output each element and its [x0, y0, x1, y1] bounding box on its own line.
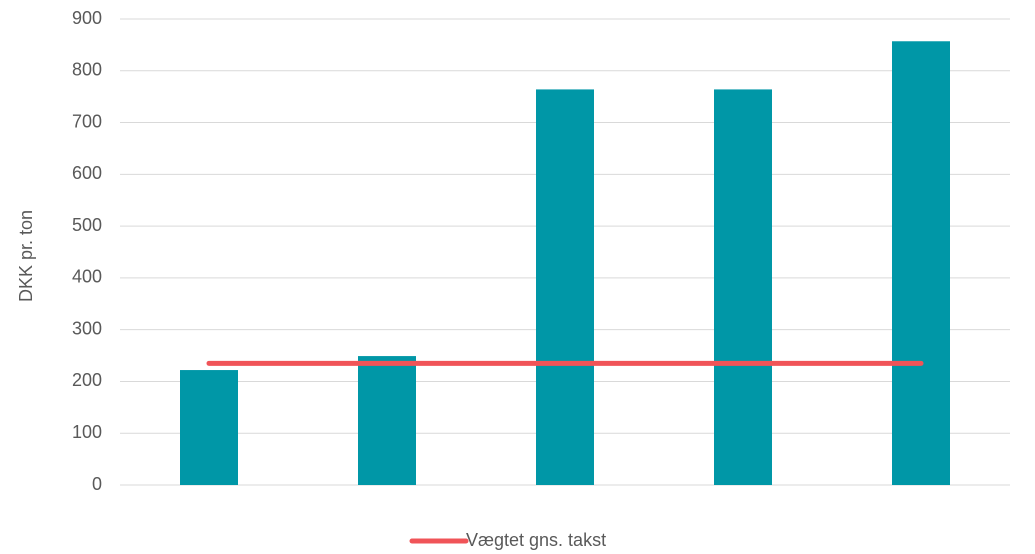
y-tick-labels: 0 100 200 300 400 500 600 700 800 900 [72, 8, 102, 494]
bar [180, 370, 238, 485]
y-tick-label: 400 [72, 267, 102, 287]
bar [892, 41, 950, 486]
bars [180, 41, 950, 486]
y-tick-label: 900 [72, 8, 102, 28]
legend: Vægtet gns. takst [409, 530, 606, 550]
bar [358, 356, 416, 485]
y-tick-label: 300 [72, 318, 102, 338]
y-tick-label: 500 [72, 215, 102, 235]
y-tick-label: 700 [72, 111, 102, 131]
y-tick-label: 0 [92, 474, 102, 494]
y-tick-label: 600 [72, 163, 102, 183]
bar [714, 89, 772, 485]
y-axis-title: DKK pr. ton [16, 210, 36, 302]
y-tick-label: 100 [72, 422, 102, 442]
legend-label: Vægtet gns. takst [466, 530, 606, 550]
y-tick-label: 800 [72, 60, 102, 80]
y-tick-label: 200 [72, 370, 102, 390]
bar [536, 89, 594, 485]
